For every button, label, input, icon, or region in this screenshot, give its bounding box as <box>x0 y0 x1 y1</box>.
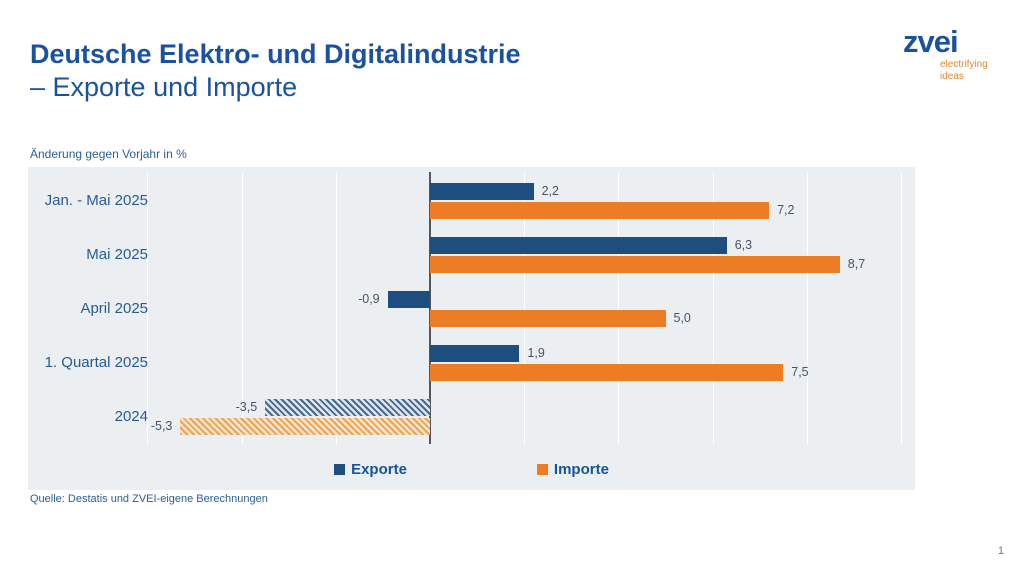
zvei-tagline-line-1: electrifying <box>940 59 988 70</box>
value-label-exporte-2: -0,9 <box>358 292 380 306</box>
zvei-logo: zvei electrifying ideas <box>903 26 988 82</box>
bar-importe-0 <box>430 202 770 219</box>
gridline <box>901 172 902 445</box>
category-label: 2024 <box>114 408 148 425</box>
zvei-logo-tagline: electrifying ideas <box>940 59 988 82</box>
bar-exporte-2 <box>387 291 430 308</box>
value-label-importe-3: 7,5 <box>791 365 809 379</box>
gridline <box>618 172 620 445</box>
title-line-1: Deutsche Elektro- und Digitalindustrie <box>30 39 521 69</box>
page-number: 1 <box>997 545 1004 557</box>
bar-chart: Exporte Importe Jan. - Mai 2025 2,2 7,2 Mai… <box>28 167 915 490</box>
bar-importe-4 <box>180 418 430 435</box>
chart-legend: Exporte Importe <box>28 461 915 478</box>
bar-exporte-3 <box>430 345 520 362</box>
category-label: April 2025 <box>80 300 148 317</box>
value-label-importe-1: 8,7 <box>847 257 866 271</box>
axis-unit-note: Änderung gegen Vorjahr in % <box>30 147 187 161</box>
zvei-logo-text: zvei <box>903 24 959 59</box>
bar-exporte-1 <box>430 237 727 254</box>
zvei-tagline-line-2: ideas <box>940 70 964 82</box>
legend-item-importe: Importe <box>536 461 609 478</box>
bar-importe-2 <box>430 310 666 327</box>
value-label-importe-4: -5,3 <box>150 419 173 433</box>
gridline <box>712 172 714 445</box>
value-label-exporte-3: 1,9 <box>527 346 545 360</box>
zero-axis-line <box>429 172 431 444</box>
title-line-2: – Exporte und Importe <box>30 71 298 102</box>
gridline <box>147 172 149 445</box>
importe-legend-marker-icon <box>536 464 548 475</box>
bar-importe-3 <box>430 364 784 381</box>
gridline <box>241 172 243 445</box>
exporte-legend-marker-icon <box>334 464 346 475</box>
bar-exporte-0 <box>430 183 534 200</box>
value-label-exporte-4: -3,5 <box>235 400 258 414</box>
page-title: Deutsche Elektro- und Digitalindustrie –… <box>30 38 521 104</box>
value-label-importe-2: 5,0 <box>673 311 691 325</box>
value-label-exporte-0: 2,2 <box>541 184 559 198</box>
bar-importe-1 <box>430 256 840 273</box>
category-label: Jan. - Mai 2025 <box>44 192 148 209</box>
category-label: 1. Quartal 2025 <box>44 354 148 371</box>
source-note: Quelle: Destatis und ZVEI-eigene Berechn… <box>30 493 268 505</box>
legend-label-importe: Importe <box>553 461 609 478</box>
gridline <box>806 172 808 445</box>
category-label: Mai 2025 <box>86 246 148 263</box>
gridline <box>524 172 526 445</box>
legend-item-exporte: Exporte <box>334 461 407 478</box>
value-label-importe-0: 7,2 <box>777 203 795 217</box>
value-label-exporte-1: 6,3 <box>734 238 753 252</box>
bar-exporte-4 <box>265 399 430 416</box>
legend-label-exporte: Exporte <box>351 461 407 478</box>
gridline <box>335 172 337 445</box>
